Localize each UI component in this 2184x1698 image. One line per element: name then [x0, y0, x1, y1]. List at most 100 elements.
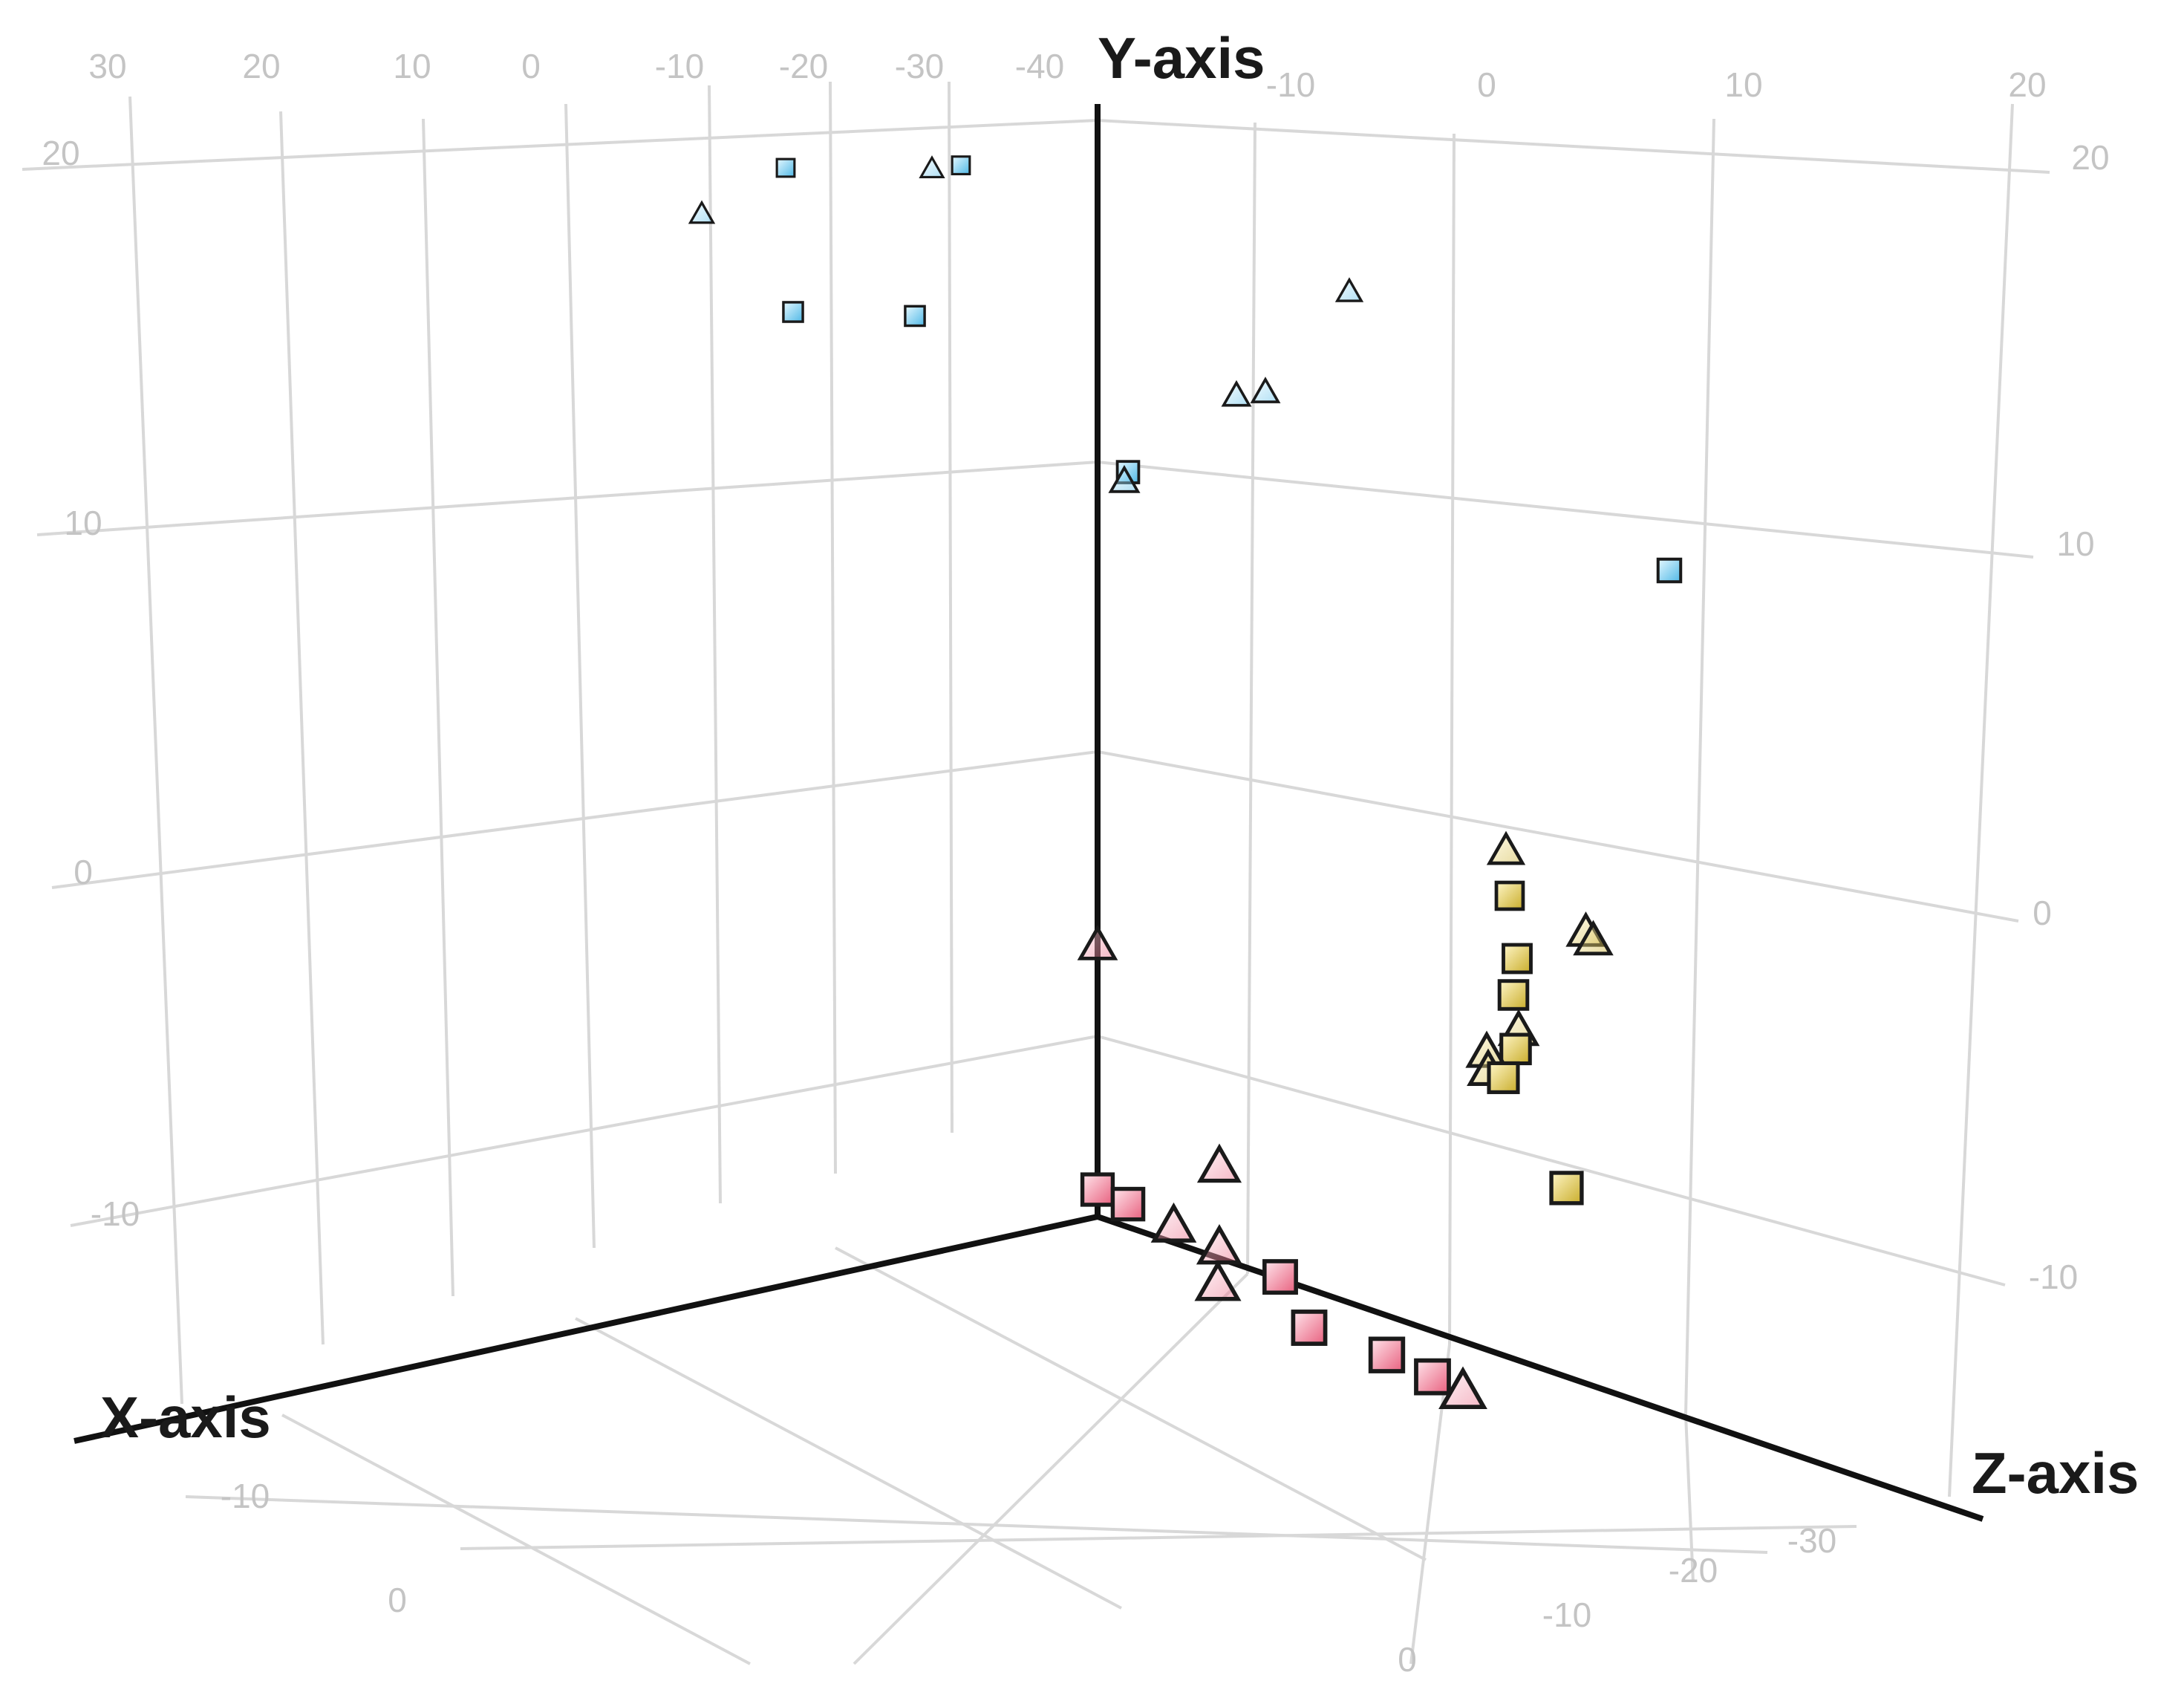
grid-line [564, 103, 596, 1249]
grid-line [829, 81, 837, 1174]
y-tick-label: 10 [2056, 524, 2094, 563]
x-tick-label: -30 [895, 47, 944, 85]
grid-line [1448, 133, 1456, 1345]
y-tick-labels-left: 20 10 0 -10 [42, 134, 140, 1233]
grid-line [279, 111, 325, 1345]
y-tick-label: 20 [2071, 138, 2109, 177]
grid-line [1246, 122, 1256, 1275]
z-tick-label: -10 [1266, 65, 1315, 104]
y-tick-labels-right: 20 10 0 -10 [2029, 138, 2110, 1296]
z-tick-labels: -10 0 10 20 [1266, 65, 2047, 104]
cyan-triangle-marker [688, 200, 716, 224]
grid-line [1097, 119, 2050, 174]
grid-line [36, 461, 1098, 536]
yellow-triangle-marker [1486, 830, 1526, 865]
cyan-square-marker [782, 301, 804, 323]
z-floor-tick-label: -20 [1669, 1551, 1718, 1590]
red-square-marker [1080, 1172, 1115, 1207]
cyan-square-marker [951, 155, 971, 175]
z-tick-label: 10 [1724, 65, 1762, 104]
x-floor-tick-label: -10 [221, 1477, 270, 1515]
grid-line [1684, 118, 1715, 1416]
x-tick-label: 30 [88, 47, 126, 85]
y-tick-label: 20 [42, 134, 79, 172]
z-floor-tick-label: 0 [1398, 1640, 1417, 1679]
yellow-square-marker [1497, 979, 1530, 1011]
z-axis-title: Z-axis [1972, 1440, 2139, 1506]
yellow-square-marker [1499, 1032, 1532, 1066]
x-tick-label: 20 [242, 47, 280, 85]
grid-line [835, 1246, 1427, 1561]
axes [74, 104, 1984, 1522]
y-tick-label: 10 [64, 504, 102, 542]
grid-line [460, 1525, 1857, 1550]
y-tick-label: -10 [91, 1194, 140, 1233]
grid-line [1097, 461, 2034, 559]
x-tick-label: 0 [521, 47, 541, 85]
grid-line [1409, 1344, 1451, 1665]
z-floor-tick-label: -30 [1787, 1521, 1836, 1560]
cyan-triangle-marker [1221, 380, 1252, 407]
red-triangle-marker [1196, 1143, 1242, 1183]
grid-line [185, 1495, 1768, 1554]
grid-line [281, 1414, 751, 1665]
cyan-triangle-marker [1334, 277, 1364, 302]
grid-line [1097, 1035, 2006, 1286]
yellow-square-marker [1487, 1061, 1520, 1094]
grid-line [422, 118, 454, 1297]
red-square-marker [1368, 1336, 1406, 1373]
x-floor-tick-label: 0 [388, 1581, 407, 1619]
yellow-triangle-marker [1573, 920, 1614, 956]
x-tick-label: -10 [655, 47, 704, 85]
grid-line [1948, 103, 2014, 1497]
yellow-square-marker [1502, 943, 1533, 975]
cyan-triangle-marker [1250, 377, 1281, 403]
grid-line [853, 1272, 1249, 1665]
right-wall-grid [1097, 103, 2050, 1497]
cyan-square-marker [904, 305, 926, 328]
cyan-square-marker [1656, 557, 1683, 584]
grid-line [51, 750, 1098, 889]
grid-line [575, 1317, 1122, 1610]
red-square-marker [1414, 1358, 1451, 1396]
red-triangle-marker [1077, 924, 1118, 960]
z-axis-line [1096, 1214, 1984, 1522]
x-tick-label: -20 [779, 47, 828, 85]
floor-grid [185, 1246, 1857, 1665]
y-tick-label: -10 [2029, 1258, 2078, 1296]
yellow-square-marker [1494, 880, 1525, 911]
red-triangle-marker [1150, 1202, 1197, 1243]
z-tick-label: 0 [1477, 65, 1496, 104]
y-tick-label: 0 [74, 853, 93, 891]
z-tick-label: 20 [2008, 65, 2046, 104]
z-floor-tick-label: -10 [1542, 1595, 1591, 1634]
red-triangle-marker [1196, 1223, 1243, 1265]
grid-line [1097, 750, 2019, 923]
grid-line [70, 1035, 1098, 1227]
red-square-marker [1262, 1259, 1298, 1295]
x-axis-line [74, 1214, 1098, 1444]
cyan-square-marker [775, 157, 796, 178]
x-tick-label: -40 [1015, 47, 1064, 85]
red-triangle-marker [1438, 1366, 1487, 1410]
y-axis-title: Y-axis [1098, 25, 1265, 91]
yellow-square-marker [1549, 1171, 1584, 1206]
left-wall-grid [22, 81, 1098, 1405]
cyan-triangle-marker [919, 155, 945, 178]
grid-line [22, 119, 1098, 171]
grid-line [128, 96, 183, 1405]
floor-tick-labels: -10 0 -30 -20 -10 0 [221, 1477, 1836, 1679]
x-axis-title: X-axis [100, 1385, 271, 1450]
x-tick-label: 10 [393, 47, 431, 85]
data-markers [688, 155, 1683, 1410]
x-tick-labels: 30 20 10 0 -10 -20 -30 -40 [88, 47, 1064, 85]
grid-line [708, 85, 722, 1204]
grid-line [948, 81, 954, 1133]
cyan-triangle-marker [1108, 464, 1141, 493]
red-square-marker [1291, 1310, 1328, 1346]
y-tick-label: 0 [2033, 894, 2052, 932]
grid-line [1684, 1414, 1695, 1583]
red-square-marker [1110, 1186, 1146, 1222]
red-triangle-marker [1194, 1260, 1242, 1301]
